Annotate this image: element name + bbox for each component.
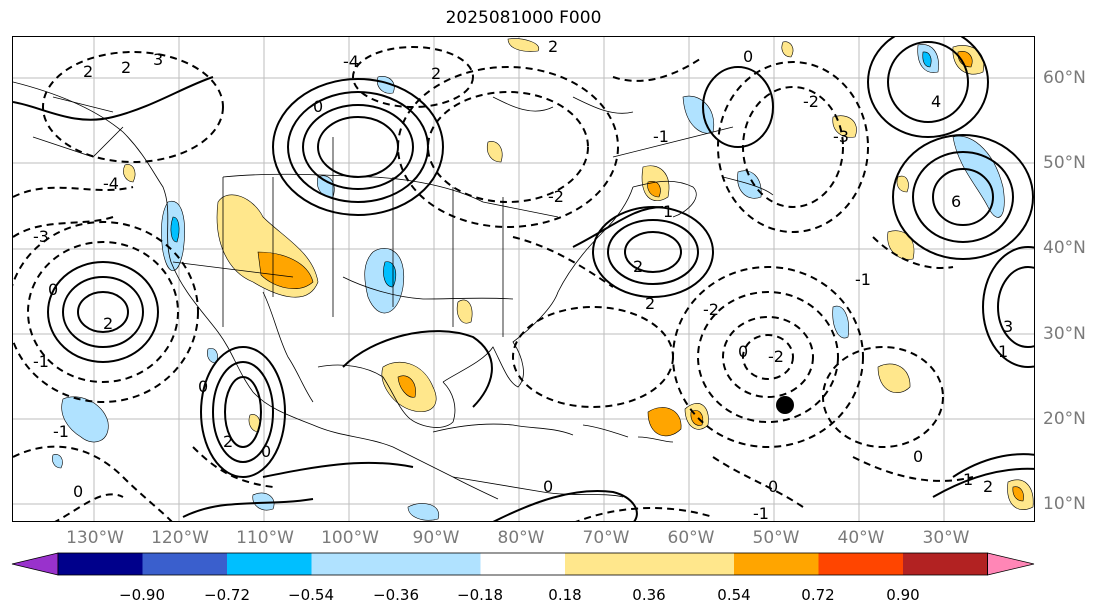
contour-label: 3 [1003, 317, 1013, 336]
contour-label: 2 [121, 58, 131, 77]
contour-label: 0 [543, 477, 553, 496]
colorbar-tick: −0.90 [119, 586, 165, 604]
contour-label: -3 [33, 227, 49, 246]
lon-label: 100°W [321, 528, 379, 548]
contour-label: 3 [153, 50, 163, 69]
colorbar-tick: 0.72 [801, 586, 835, 604]
colorbar-segment [227, 553, 312, 575]
colorbar-tick: −0.36 [373, 586, 419, 604]
colorbar-tick: −0.54 [288, 586, 334, 604]
colorbar-segment [480, 553, 565, 575]
contour-label: 0 [743, 47, 753, 66]
colorbar-tick: 0.90 [886, 586, 920, 604]
contour-label: -2 [548, 187, 564, 206]
contour-label: 2 [548, 37, 558, 56]
colorbar-tick: 0.54 [717, 586, 751, 604]
contour-label: 0 [48, 280, 58, 299]
contour-label: 2 [83, 62, 93, 81]
contour-label: 2 [633, 257, 643, 276]
lat-label: 50°N [1043, 153, 1086, 173]
contour-label: -4 [103, 174, 119, 193]
colorbar-tick: 0.36 [632, 586, 666, 604]
storm-marker [776, 396, 794, 414]
colorbar-segment [903, 553, 988, 575]
contour-label: 0 [261, 442, 271, 461]
colorbar-segment [565, 553, 650, 575]
coastlines [13, 81, 774, 500]
shaded-anomalies [52, 38, 1034, 521]
contour-label: -4 [343, 52, 359, 71]
lon-label: 90°W [412, 528, 460, 548]
colorbar-extend-high [987, 552, 1035, 576]
colorbar-segment [311, 553, 396, 575]
contour-labels: 2 2 3 -4 2 0 2 0 -3 -4 0 2 0 0 2 1 -2 0 … [33, 37, 1013, 522]
map-title: 2025081000 F000 [445, 8, 602, 28]
lon-label: 60°W [667, 528, 715, 548]
contour-label: 1 [963, 470, 973, 489]
contour-label: -3 [833, 127, 849, 146]
colorbar-tick: 0.18 [548, 586, 582, 604]
contour-label: -1 [855, 270, 871, 289]
map-panel: 2 2 3 -4 2 0 2 0 -3 -4 0 2 0 0 2 1 -2 0 … [12, 36, 1035, 522]
colorbar-extend-low [11, 552, 59, 576]
colorbar-segment [142, 553, 227, 575]
map-canvas: 2 2 3 -4 2 0 2 0 -3 -4 0 2 0 0 2 1 -2 0 … [13, 37, 1034, 522]
lat-label: 30°N [1043, 324, 1086, 344]
contour-label: 2 [431, 64, 441, 83]
lon-label: 50°W [752, 528, 800, 548]
contour-label: 0 [768, 477, 778, 496]
contour-label: 0 [913, 447, 923, 466]
lon-label: 30°W [922, 528, 970, 548]
contour-label: -1 [33, 352, 49, 371]
contour-label: 1 [663, 202, 673, 221]
colorbar-segment [818, 553, 903, 575]
contours-negative [13, 46, 974, 521]
lon-label: 80°W [497, 528, 545, 548]
lon-label: 110°W [236, 528, 294, 548]
colorbar-tick: −0.72 [204, 586, 250, 604]
colorbar-segment [396, 553, 481, 575]
contour-label: 1 [998, 342, 1008, 361]
contours-positive [13, 37, 1034, 521]
colorbar-segment [734, 553, 819, 575]
contour-label: -2 [768, 347, 784, 366]
contour-label: 4 [931, 92, 941, 111]
lon-label: 120°W [151, 528, 209, 548]
contour-label: -1 [53, 422, 69, 441]
contour-label: 0 [313, 97, 323, 116]
colorbar [11, 552, 1035, 576]
lat-label: 40°N [1043, 238, 1086, 258]
lon-label: 70°W [582, 528, 630, 548]
colorbar-tick: −0.18 [457, 586, 503, 604]
lat-label: 20°N [1043, 409, 1086, 429]
contour-label: -1 [653, 127, 669, 146]
contour-label: -2 [703, 300, 719, 319]
lon-label: 130°W [66, 528, 124, 548]
lat-label: 60°N [1043, 68, 1086, 88]
lon-label: 40°W [837, 528, 885, 548]
colorbar-segment [58, 553, 143, 575]
contour-label: 6 [951, 192, 961, 211]
contour-label: 2 [103, 314, 113, 333]
colorbar-segment [649, 553, 734, 575]
contour-label: 2 [645, 294, 655, 313]
contour-label: 0 [73, 482, 83, 501]
contour-label: 2 [983, 477, 993, 496]
contour-label: 0 [198, 377, 208, 396]
contour-label: 0 [738, 342, 748, 361]
contour-label: 2 [223, 432, 233, 451]
lat-label: 10°N [1043, 494, 1086, 514]
contour-label: -1 [753, 504, 769, 522]
contour-label: -2 [803, 92, 819, 111]
